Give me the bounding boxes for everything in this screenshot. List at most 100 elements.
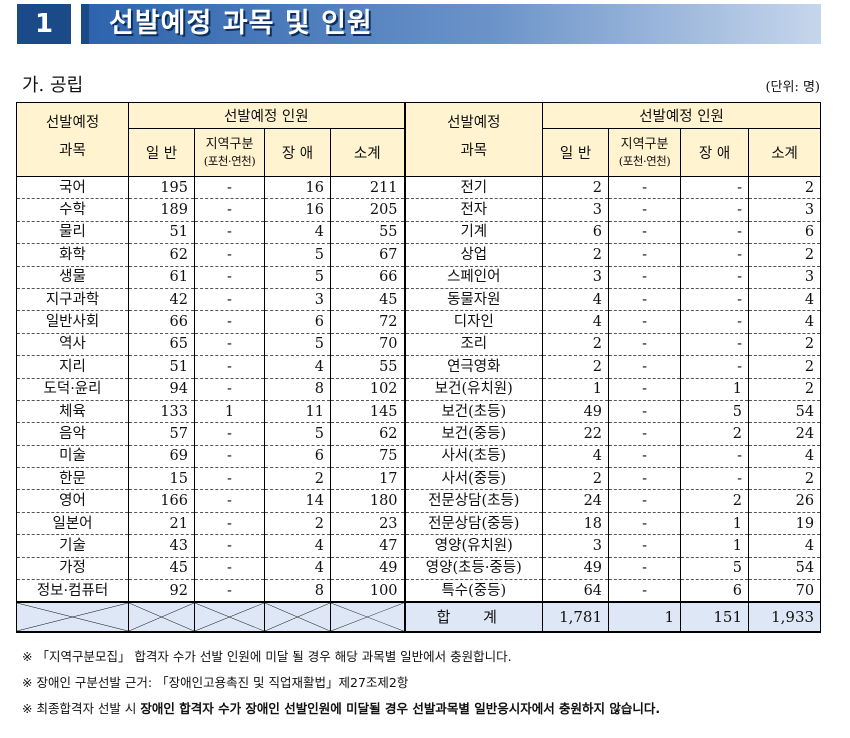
left-disabled-cell: 16 (264, 198, 331, 222)
section-banner: 1 선발예정 과목 및 인원 (17, 4, 821, 44)
right-region-cell: - (608, 198, 682, 222)
right-region-cell: - (608, 266, 682, 289)
table-row: 물리 51-4 55 기계 6- -6 (16, 221, 822, 245)
right-subject-cell: 보건(유치원) (403, 378, 544, 401)
left-subtotal-cell: 45 (329, 288, 406, 312)
right-disabled-cell: - (680, 310, 750, 334)
right-subtotal-cell: 4 (748, 445, 822, 469)
right-subtotal-cell: 2 (748, 378, 822, 401)
right-subtotal-cell: 19 (748, 512, 822, 536)
right-disabled-cell: 2 (680, 422, 750, 446)
left-disabled-cell: 5 (264, 266, 331, 289)
left-subtotal-cell: 67 (329, 243, 406, 267)
right-disabled-cell: - (680, 221, 750, 245)
left-general-cell: 57 (128, 422, 195, 446)
header-subject-left: 선발예정 과목 (16, 102, 129, 177)
left-general-cell: 66 (128, 310, 195, 334)
left-region-cell: - (194, 467, 265, 491)
left-subtotal-cell: 211 (329, 176, 406, 200)
left-disabled-cell: 3 (264, 288, 331, 312)
table-row: 화학 62-5 67 상업 2- -2 (16, 243, 822, 267)
left-region-cell: - (194, 333, 265, 357)
left-subtotal-cell: 55 (329, 221, 406, 245)
right-region-cell: - (608, 534, 682, 558)
right-disabled-cell: - (680, 266, 750, 289)
note-final-selection: ※ 최종합격자 선발 시 장애인 합격자 수가 장애인 선발인원에 미달될 경우… (22, 701, 661, 716)
total-subtotal: 1,933 (748, 601, 822, 634)
total-disabled: 151 (680, 601, 750, 634)
right-general-cell: 2 (542, 243, 610, 267)
left-subtotal-cell: 55 (329, 355, 406, 379)
table-body: 국어 195-16 211 전기 2- -2 수학 189-16 205 전자 3- -3 물리 51-4… (16, 176, 822, 603)
left-general-cell: 61 (128, 266, 195, 289)
right-subject-cell: 영양(유치원) (403, 534, 544, 558)
table-row: 일반사회 66-6 72 디자인 4- -4 (16, 310, 822, 334)
right-disabled-cell: - (680, 445, 750, 469)
right-disabled-cell: 1 (680, 534, 750, 558)
right-subject-cell: 동물자원 (403, 288, 544, 312)
right-disabled-cell: - (680, 288, 750, 312)
right-subtotal-cell: 3 (748, 198, 822, 222)
right-general-cell: 49 (542, 557, 610, 581)
table-row: 국어 195-16 211 전기 2- -2 (16, 176, 822, 200)
left-region-cell: 1 (194, 400, 265, 424)
left-disabled-cell: 4 (264, 557, 331, 581)
right-subtotal-cell: 4 (748, 288, 822, 312)
table-row: 생물 61-5 66 스페인어 3- -3 (16, 266, 822, 289)
right-disabled-cell: - (680, 176, 750, 200)
left-subject-cell: 역사 (16, 333, 129, 357)
left-subtotal-cell: 23 (329, 512, 406, 536)
note-regional: ※ 「지역구분모집」 합격자 수가 선발 인원에 미달 될 경우 해당 과목별 … (22, 649, 512, 664)
header-group-right: 선발예정 인원 (542, 102, 822, 129)
crossed-cell (329, 601, 406, 634)
right-region-cell: - (608, 355, 682, 379)
right-subtotal-cell: 4 (748, 310, 822, 334)
left-general-cell: 45 (128, 557, 195, 581)
section-subtitle: 가. 공립 (22, 75, 84, 96)
right-region-cell: - (608, 445, 682, 469)
left-subject-cell: 도덕·윤리 (16, 378, 129, 401)
left-subtotal-cell: 17 (329, 467, 406, 491)
left-general-cell: 62 (128, 243, 195, 267)
header-disabled-right: 장 애 (680, 128, 750, 177)
right-disabled-cell: 2 (680, 489, 750, 513)
left-region-cell: - (194, 512, 265, 536)
left-disabled-cell: 2 (264, 512, 331, 536)
left-general-cell: 42 (128, 288, 195, 312)
left-general-cell: 92 (128, 579, 195, 603)
right-general-cell: 1 (542, 378, 610, 401)
left-subtotal-cell: 70 (329, 333, 406, 357)
left-general-cell: 51 (128, 355, 195, 379)
left-subject-cell: 생물 (16, 266, 129, 289)
crossed-cell (264, 601, 331, 634)
right-general-cell: 3 (542, 534, 610, 558)
left-disabled-cell: 5 (264, 243, 331, 267)
right-subtotal-cell: 2 (748, 333, 822, 357)
right-general-cell: 3 (542, 198, 610, 222)
right-region-cell: - (608, 243, 682, 267)
table-row: 일본어 21-2 23 전문상담(중등) 18-1 19 (16, 512, 822, 536)
right-subject-cell: 기계 (403, 221, 544, 245)
left-subtotal-cell: 49 (329, 557, 406, 581)
header-group-left: 선발예정 인원 (127, 102, 406, 129)
left-subtotal-cell: 145 (329, 400, 406, 424)
table-row: 지구과학 42-3 45 동물자원 4- -4 (16, 288, 822, 312)
right-general-cell: 2 (542, 467, 610, 491)
left-subtotal-cell: 102 (329, 378, 406, 401)
left-subject-cell: 영어 (16, 489, 129, 513)
right-subject-cell: 전문상담(초등) (403, 489, 544, 513)
header-region-right: 지역구분 (포천·연천) (608, 128, 682, 177)
right-general-cell: 24 (542, 489, 610, 513)
left-region-cell: - (194, 243, 265, 267)
section-number: 1 (17, 4, 71, 44)
left-region-cell: - (194, 310, 265, 334)
left-region-cell: - (194, 378, 265, 401)
left-subject-cell: 일반사회 (16, 310, 129, 334)
left-subject-cell: 가정 (16, 557, 129, 581)
total-row: 합 계 1,781 1 151 1,933 (16, 601, 822, 634)
left-disabled-cell: 8 (264, 378, 331, 401)
right-disabled-cell: 5 (680, 400, 750, 424)
left-disabled-cell: 16 (264, 176, 331, 200)
left-disabled-cell: 5 (264, 333, 331, 357)
right-subtotal-cell: 6 (748, 221, 822, 245)
